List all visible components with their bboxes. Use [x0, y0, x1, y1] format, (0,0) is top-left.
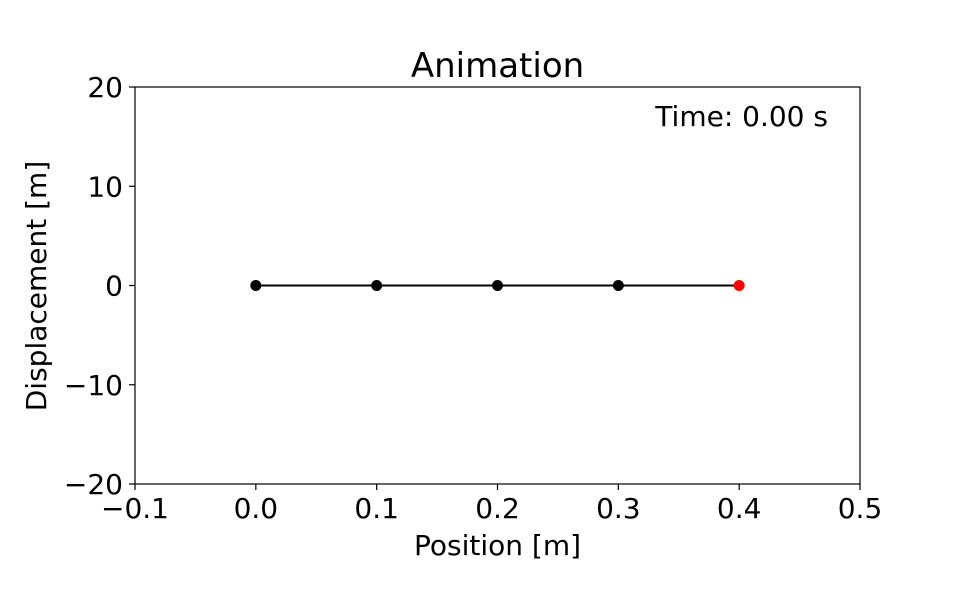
x-axis-label: Position [m]: [414, 529, 581, 562]
data-point: [612, 280, 624, 291]
data-point: [371, 280, 383, 291]
x-tick-label: 0.0: [234, 492, 279, 525]
data-point: [250, 280, 262, 291]
y-tick-label: −20: [64, 468, 123, 501]
chart-title: Animation: [411, 46, 584, 86]
y-tick-label: 0: [105, 270, 123, 303]
y-tick-label: 20: [87, 71, 123, 104]
y-tick-label: −10: [64, 369, 123, 402]
y-axis-ticks: −20 −10 0 10 20: [64, 71, 135, 501]
x-tick-label: 0.1: [354, 492, 399, 525]
x-tick-label: 0.2: [475, 492, 520, 525]
series-layer: [250, 280, 745, 291]
x-tick-label: 0.3: [596, 492, 641, 525]
x-tick-label: 0.4: [717, 492, 762, 525]
data-point: [492, 280, 503, 291]
y-tick-label: 10: [87, 170, 123, 203]
data-point: [733, 280, 745, 291]
y-axis-label: Displacement [m]: [20, 161, 53, 412]
time-annotation: Time: 0.00 s: [654, 100, 828, 133]
plot-frame: [134, 86, 861, 485]
x-tick-label: −0.1: [101, 492, 169, 525]
x-tick-label: 0.5: [838, 492, 883, 525]
x-axis-ticks: −0.1 0.0 0.1 0.2 0.3 0.4 0.5: [101, 484, 882, 525]
